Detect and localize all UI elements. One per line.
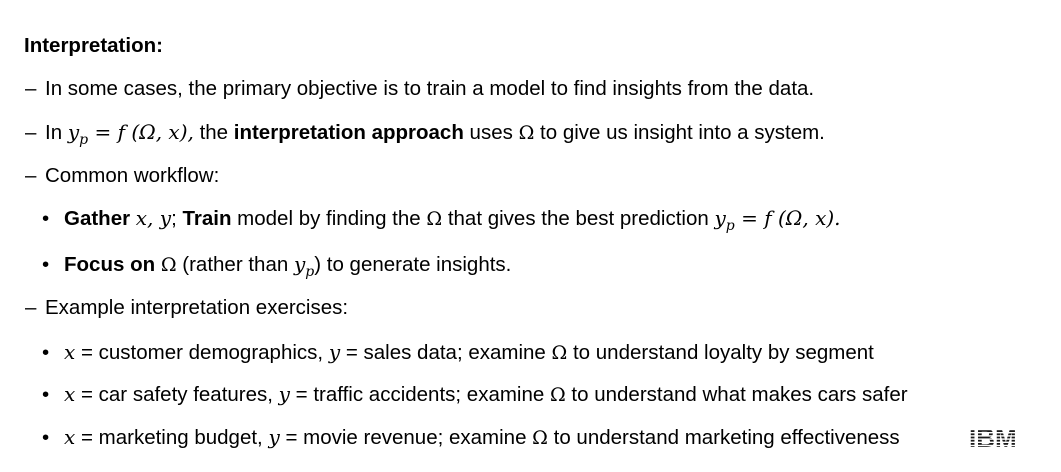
example-item: • x = customer demographics, y = sales da… [42, 340, 874, 364]
svg-text:IBM: IBM [969, 426, 1017, 450]
omega-symbol: Ω [426, 208, 443, 230]
dash-marker: – [25, 296, 37, 319]
bullet-marker: • [42, 426, 50, 449]
item-text: Common workflow: [45, 164, 220, 187]
item-text: Example interpretation exercises: [45, 296, 349, 319]
math-variables: x, y [135, 206, 172, 230]
list-item: – In yp = f (Ω, x), the interpretation ap… [25, 120, 825, 148]
omega-symbol: Ω [518, 122, 535, 144]
equation: yp = f (Ω, x), [67, 120, 194, 148]
sub-list-item: • Gather x, y; Train model by finding the… [42, 206, 841, 234]
list-item: – In some cases, the primary objective is… [25, 76, 814, 102]
item-prefix: In [45, 121, 63, 144]
omega-symbol: Ω [160, 254, 177, 276]
bullet-marker: • [42, 207, 50, 230]
list-item: – Common workflow: [25, 163, 219, 189]
bullet-marker: • [42, 253, 50, 276]
equation: yp = f (Ω, x). [714, 206, 841, 234]
bullet-marker: • [42, 383, 50, 406]
ibm-logo: IBM [969, 423, 1033, 455]
omega-symbol: Ω [549, 384, 566, 406]
slide-heading: Interpretation: [24, 34, 163, 57]
sub-list-item: • Focus on Ω (rather than yp) to generate… [42, 252, 512, 280]
dash-marker: – [25, 164, 37, 187]
example-item: • x = car safety features, y = traffic ac… [42, 382, 908, 406]
list-item: – Example interpretation exercises: [25, 295, 348, 321]
dash-marker: – [25, 121, 37, 144]
dash-marker: – [25, 77, 37, 100]
example-item: • x = marketing budget, y = movie revenue… [42, 425, 900, 449]
omega-symbol: Ω [532, 427, 548, 449]
emphasis: interpretation approach [233, 121, 464, 144]
omega-symbol: Ω [551, 342, 568, 364]
bullet-marker: • [42, 341, 50, 364]
equation: yp [293, 252, 315, 280]
item-text: In some cases, the primary objective is … [45, 77, 815, 100]
